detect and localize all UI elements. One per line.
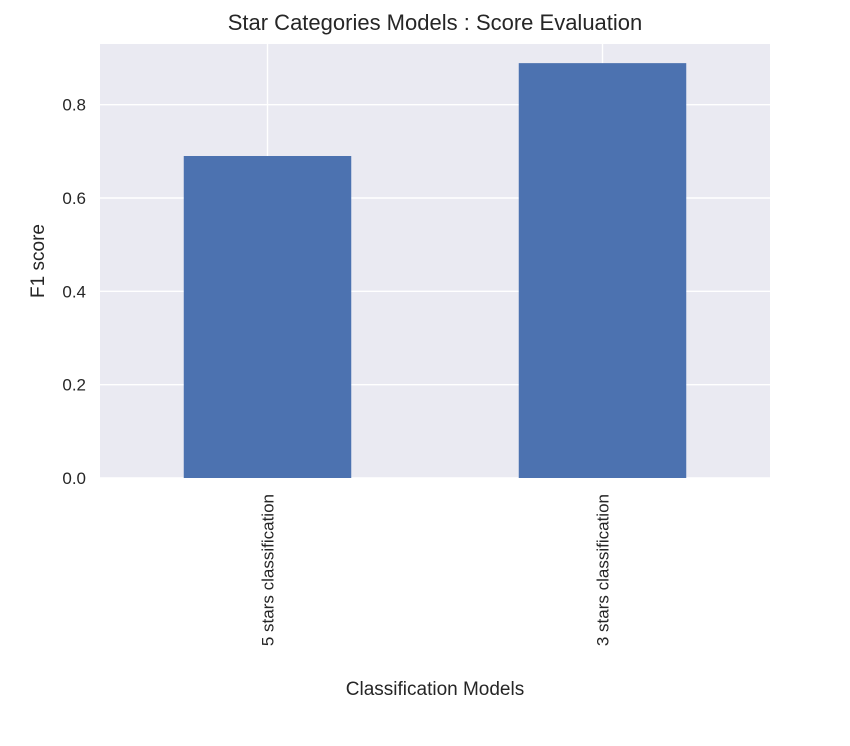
- bar: [518, 63, 687, 479]
- y-tick-label: 0.8: [62, 96, 86, 115]
- y-tick-label: 0.0: [62, 469, 86, 488]
- y-tick-label: 0.6: [62, 189, 86, 208]
- bar: [183, 156, 352, 478]
- y-tick-label: 0.4: [62, 282, 86, 301]
- bars: [183, 63, 687, 479]
- y-tick-label: 0.2: [62, 376, 86, 395]
- x-tick-label: 5 stars classification: [259, 494, 278, 646]
- x-axis-label: Classification Models: [346, 679, 524, 700]
- chart-title: Star Categories Models : Score Evaluatio…: [228, 10, 643, 35]
- x-tick-label: 3 stars classification: [594, 494, 613, 646]
- y-axis-ticks: 0.0 0.2 0.4 0.6 0.8: [62, 96, 86, 488]
- x-axis-ticks: 5 stars classification 3 stars classifica…: [259, 494, 613, 646]
- y-axis-label: F1 score: [28, 224, 49, 298]
